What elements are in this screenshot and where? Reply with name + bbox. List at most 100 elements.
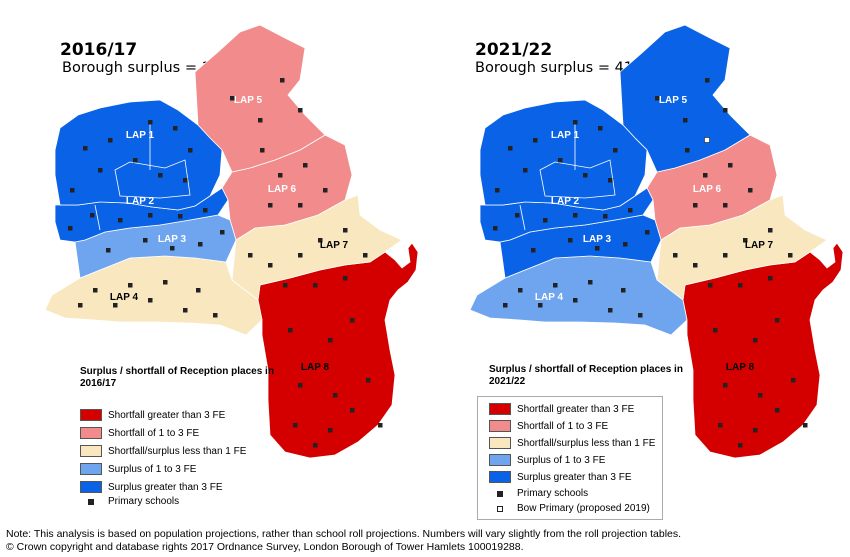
- primary-school-marker: [693, 203, 698, 208]
- primary-school-marker: [723, 383, 728, 388]
- primary-school-marker: [118, 218, 123, 223]
- primary-school-marker: [655, 96, 660, 101]
- legend-label: Shortfall greater than 3 FE: [108, 409, 226, 421]
- primary-school-marker: [533, 138, 538, 143]
- lap-label-lap-6: LAP 6: [693, 184, 722, 195]
- primary-school-marker: [558, 158, 563, 163]
- primary-school-marker: [108, 138, 113, 143]
- lap-label-lap-8: LAP 8: [726, 362, 755, 373]
- legend-label: Surplus greater than 3 FE: [108, 481, 223, 493]
- bow-primary-marker: [704, 137, 710, 143]
- primary-school-marker: [183, 308, 188, 313]
- legend-shortfall-1to3: Shortfall of 1 to 3 FE: [489, 420, 608, 432]
- primary-school-marker: [583, 173, 588, 178]
- legend-label: Shortfall/surplus less than 1 FE: [517, 437, 656, 449]
- primary-school-marker: [775, 408, 780, 413]
- legend-bow-primary: Bow Primary (proposed 2019): [489, 503, 650, 514]
- legend-swatch: [80, 445, 102, 457]
- primary-school-marker: [673, 253, 678, 258]
- primary-school-marker: [183, 178, 188, 183]
- lap-label-lap-4: LAP 4: [535, 292, 564, 303]
- primary-school-marker: [288, 328, 293, 333]
- primary-school-marker: [738, 443, 743, 448]
- primary-school-marker: [608, 178, 613, 183]
- panel-year-title: 2016/17: [60, 40, 138, 60]
- primary-school-marker: [196, 288, 201, 293]
- primary-school-marker: [518, 288, 523, 293]
- primary-school-marker: [143, 238, 148, 243]
- primary-school-marker: [343, 276, 348, 281]
- primary-school-marker: [523, 168, 528, 173]
- primary-school-marker: [705, 78, 710, 83]
- lap-label-lap-3: LAP 3: [583, 234, 612, 245]
- legend-surplus-gt3: Surplus greater than 3 FE: [80, 481, 223, 493]
- primary-school-marker: [170, 246, 175, 251]
- primary-school-marker: [93, 288, 98, 293]
- primary-school-marker: [608, 308, 613, 313]
- primary-school-marker: [350, 408, 355, 413]
- primary-school-marker: [148, 213, 153, 218]
- map-region-lap-4: [469, 255, 688, 336]
- legend-shortfall-gt3: Shortfall greater than 3 FE: [80, 409, 225, 421]
- lap-label-lap-5: LAP 5: [659, 95, 688, 106]
- lap-label-lap-4: LAP 4: [110, 292, 139, 303]
- primary-school-marker: [803, 423, 808, 428]
- primary-school-marker: [573, 298, 578, 303]
- primary-school-marker: [173, 126, 178, 131]
- map-region-lap-1: [54, 99, 223, 211]
- primary-school-marker: [503, 303, 508, 308]
- legend-swatch: [80, 481, 102, 493]
- legend-box: [477, 396, 663, 520]
- primary-school-marker: [213, 313, 218, 318]
- legend-label: Primary schools: [108, 496, 180, 507]
- legend-swatch: [489, 403, 511, 415]
- borough-surplus-text: Borough surplus = 412: [475, 60, 643, 76]
- primary-school-marker: [280, 78, 285, 83]
- primary-school-marker: [148, 120, 153, 125]
- legend-shortfall-gt3: Shortfall greater than 3 FE: [489, 403, 634, 415]
- primary-school-marker: [323, 188, 328, 193]
- primary-school-marker: [515, 213, 520, 218]
- primary-school-marker: [378, 423, 383, 428]
- legend-surplus-1to3: Surplus of 1 to 3 FE: [489, 454, 605, 466]
- primary-school-marker: [268, 203, 273, 208]
- primary-school-marker: [178, 214, 183, 219]
- legend-label: Shortfall/surplus less than 1 FE: [108, 445, 247, 457]
- primary-school-marker: [623, 242, 628, 247]
- primary-school-marker: [703, 173, 708, 178]
- primary-school-marker: [148, 298, 153, 303]
- primary-school-marker: [106, 248, 111, 253]
- primary-school-marker: [685, 148, 690, 153]
- legend-swatch: [80, 463, 102, 475]
- lap-label-lap-7: LAP 7: [320, 240, 349, 251]
- primary-school-marker: [493, 226, 498, 231]
- primary-school-marker: [791, 378, 796, 383]
- primary-school-marker: [78, 303, 83, 308]
- primary-school-marker: [158, 173, 163, 178]
- primary-school-marker: [693, 263, 698, 268]
- legend-label: Primary schools: [517, 488, 589, 499]
- primary-school-marker: [128, 283, 133, 288]
- footer-copyright: © Crown copyright and database rights 20…: [6, 541, 524, 553]
- legend-primary-schools: Primary schools: [489, 488, 588, 499]
- legend-title: Surplus / shortfall of Reception places …: [80, 366, 274, 389]
- primary-school-marker: [293, 423, 298, 428]
- primary-school-marker: [230, 96, 235, 101]
- legend-title: Surplus / shortfall of Reception places …: [489, 364, 683, 387]
- primary-school-marker: [753, 428, 758, 433]
- legend-neutral: Shortfall/surplus less than 1 FE: [489, 437, 655, 449]
- primary-school-marker: [328, 428, 333, 433]
- primary-school-marker: [708, 283, 713, 288]
- lap-label-lap-2: LAP 2: [126, 196, 155, 207]
- legend-label: Shortfall of 1 to 3 FE: [517, 420, 609, 432]
- primary-school-marker: [258, 118, 263, 123]
- lap-label-lap-6: LAP 6: [268, 184, 297, 195]
- lap-label-lap-1: LAP 1: [551, 130, 580, 141]
- primary-school-marker: [758, 393, 763, 398]
- borough-map: LAP 1 LAP 2 LAP 3 LAP 4 LAP 5 LAP 6 LAP 7 LAP 8: [44, 24, 419, 459]
- primary-school-marker: [298, 253, 303, 258]
- legend-swatch: [489, 437, 511, 449]
- primary-school-marker: [723, 108, 728, 113]
- primary-school-marker: [738, 283, 743, 288]
- lap-label-lap-7: LAP 7: [745, 240, 774, 251]
